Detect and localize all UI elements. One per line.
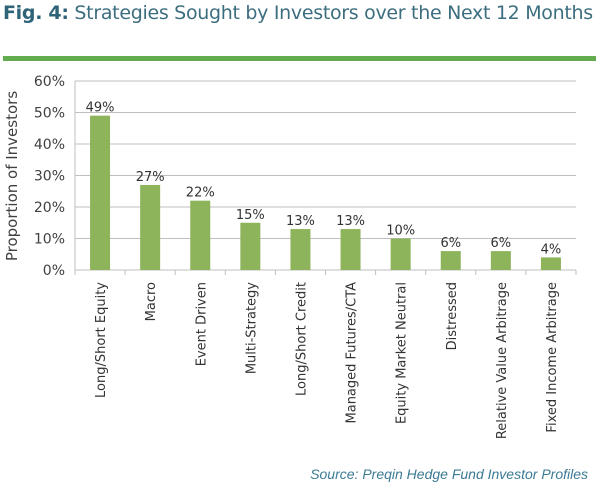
data-label: 49% [86, 101, 115, 116]
bar-chart: 0% 10% 20% 30% 40% 50% 60% 49% 27% 22% 15% 13% 13% 1… [3, 74, 577, 439]
x-tick-label: Event Driven [194, 282, 209, 366]
bar [440, 251, 461, 270]
data-label: 10% [386, 224, 415, 239]
bar [390, 238, 411, 270]
bar [340, 229, 361, 270]
title-divider [3, 56, 596, 61]
y-axis-ticks: 0% 10% 20% 30% 40% 50% 60% [34, 74, 65, 279]
data-labels: 49% 27% 22% 15% 13% 13% 10% 6% 6% 4% [86, 101, 562, 258]
source-note: Source: Preqin Hedge Fund Investor Profi… [310, 466, 588, 482]
x-tick-label: Relative Value Arbitrage [495, 282, 510, 439]
x-tick-label: Multi-Strategy [244, 282, 259, 374]
chart-title: Fig. 4: Strategies Sought by Investors o… [3, 1, 593, 25]
bar [190, 200, 211, 270]
bar [540, 257, 561, 270]
data-label: 13% [286, 214, 315, 229]
y-tick-label: 20% [34, 200, 65, 216]
x-tick-label: Distressed [445, 282, 460, 350]
bar [490, 251, 511, 270]
y-axis-label: Proportion of Investors [3, 91, 21, 261]
data-label: 6% [491, 236, 512, 251]
figure-title: Strategies Sought by Investors over the … [74, 2, 593, 24]
bar [290, 229, 311, 270]
data-label: 6% [440, 236, 461, 251]
x-tick-label: Long/Short Equity [94, 282, 109, 398]
x-tick-label: Macro [144, 282, 159, 321]
data-label: 15% [236, 208, 265, 223]
data-label: 27% [136, 170, 165, 185]
y-tick-label: 10% [34, 232, 65, 248]
bar [90, 115, 111, 271]
y-tick-label: 40% [34, 137, 65, 153]
y-tick-label: 0% [43, 263, 65, 279]
data-label: 22% [186, 186, 215, 201]
x-axis-ticks: Long/Short Equity Macro Event Driven Multi-… [74, 270, 577, 439]
data-label: 13% [336, 214, 365, 229]
bar [140, 184, 161, 270]
x-tick-label: Long/Short Credit [294, 282, 309, 396]
bars [90, 115, 561, 271]
x-tick-label: Managed Futures/CTA [345, 282, 360, 424]
x-tick-label: Equity Market Neutral [395, 282, 410, 424]
figure-label: Fig. 4: [3, 2, 69, 24]
y-tick-label: 60% [34, 74, 65, 90]
bar [240, 222, 261, 270]
x-tick-label: Fixed Income Arbitrage [545, 282, 560, 433]
data-label: 4% [541, 242, 562, 257]
y-tick-label: 50% [34, 106, 65, 122]
y-tick-label: 30% [34, 169, 65, 185]
